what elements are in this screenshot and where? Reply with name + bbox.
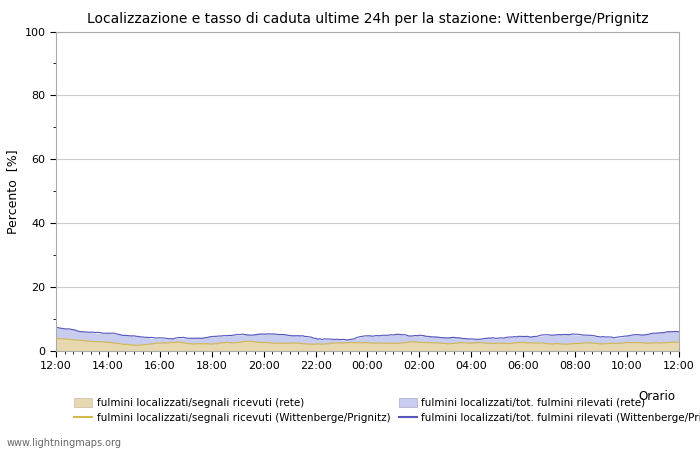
Y-axis label: Percento  [%]: Percento [%] xyxy=(6,149,19,234)
Legend: fulmini localizzati/segnali ricevuti (rete), fulmini localizzati/segnali ricevut: fulmini localizzati/segnali ricevuti (re… xyxy=(74,398,700,423)
Title: Localizzazione e tasso di caduta ultime 24h per la stazione: Wittenberge/Prignit: Localizzazione e tasso di caduta ultime … xyxy=(87,12,648,26)
Text: Orario: Orario xyxy=(638,391,675,403)
Text: www.lightningmaps.org: www.lightningmaps.org xyxy=(7,438,122,448)
